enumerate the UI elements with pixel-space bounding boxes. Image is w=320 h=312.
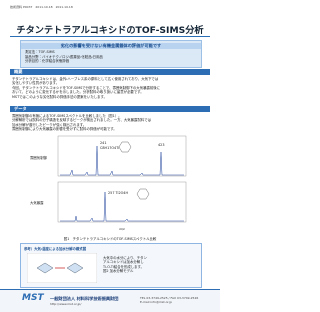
reference-diagram [27, 253, 97, 283]
text-line: おいて、どのように変化するかを示しました。分析試料の取り扱いに留意が必要です。 [12, 90, 144, 95]
contact: TEL 03-3749-2525 / FAX 03-3749-2526 E-ma… [140, 296, 198, 304]
spectrum-label: 大気暴露 [30, 200, 44, 205]
peak-label: 241 [100, 141, 106, 145]
spectrum-line [60, 145, 184, 176]
axis-label: m/z [119, 227, 125, 231]
text-line: 雰囲気制御により大気暴露の影響を受けずに試料の評価が可能です。 [12, 127, 117, 132]
paragraph: チタンテトラアルコキシドは、金外・ハーブレス系の原料として広く使用されており、大… [12, 77, 208, 99]
text-line: MSTではこのような劣化試料の評価手法の提案をいたします。 [12, 94, 107, 99]
peak-label: 257 Ti2O4H [108, 191, 128, 195]
text-line: 分解解析では試料の分子構造を反映するピークが検出されました。一方、大気暴露試料で… [12, 118, 152, 123]
peak-formula: C8H17O4Ti [100, 146, 119, 150]
text-line: 大気中の水分により、チタン [103, 256, 147, 260]
reference-box: 参考）大気・湿度による加水分解の模式図 大気中の水分により、チタン アルコキシド… [20, 243, 202, 288]
summary-line: 分析目的：化学結合状態評価 [25, 59, 70, 63]
structure-sketch [118, 141, 132, 153]
figure-caption: 図1 チタンテトラアルコキシドのTOF-SIMSスペクトル比較 [63, 237, 157, 241]
summary-box: 劣化の影響を受けない有機金属錯体の評価が可能です 測定法：TOF-SIMS 製品… [20, 40, 202, 68]
spectrum-line [60, 191, 184, 222]
summary-headline: 劣化の影響を受けない有機金属錯体の評価が可能です [21, 43, 201, 49]
footer: MST 一般財団法人 材料科学技術振興財団 http://www.mst.or.… [0, 289, 220, 312]
text-line: 今回、チタンテトラアルコキシドをTOF-SIMSで分析することで、雰囲気制御下の… [12, 85, 161, 90]
title: チタンテトラアルコキシドのTOF-SIMS分析 [16, 25, 204, 36]
text-line: Ti-O-Ti結合を形成します。 [103, 264, 144, 269]
plot-frame [57, 135, 187, 177]
email: E-mail info@mst.or.jp [140, 300, 173, 304]
text-line: 図2 加水分解モデル [103, 269, 134, 274]
doc-number: 技術資料 P0037 2011.10.18 2011.10.18 [10, 5, 73, 9]
reference-heading: 参考）大気・湿度による加水分解の模式図 [24, 247, 87, 251]
url: http://www.mst.or.jp/ [50, 302, 82, 306]
phone: TEL 03-3749-2525 / FAX 03-3749-2526 [140, 296, 199, 300]
plot-frame [57, 181, 187, 223]
logo: MST [22, 293, 44, 303]
structure-sketch [136, 188, 150, 200]
reference-text: 大気中の水分により、チタン アルコキシドは加水分解し Ti-O-Ti結合を形成し… [103, 256, 147, 274]
spectrum-figure: 雰囲気制御 大気暴露 241 C8H17O4Ti 423 257 Ti2O4H … [30, 135, 187, 231]
title-rule [10, 36, 210, 37]
text-line: 雰囲気制御の有無によるTOF-SIMSスペクトルを比較しました（図1）。 [12, 114, 122, 118]
text-line: アルコキシドは加水分解し [103, 260, 144, 265]
peak-label: 423 [158, 143, 164, 147]
text-line: 加水分解が進行したピークが強く検出されます。 [12, 122, 87, 127]
text-line: 劣化しやすい性質があります。 [12, 81, 60, 86]
paragraph: 雰囲気制御の有無によるTOF-SIMSスペクトルを比較しました（図1）。 分解解… [12, 114, 208, 132]
spectrum-label: 雰囲気制御 [30, 155, 48, 160]
organization: 一般財団法人 材料科学技術振興財団 [50, 296, 119, 301]
section-heading: データ [10, 106, 210, 112]
summary-line: 測定法：TOF-SIMS [25, 50, 55, 54]
summary-line: 製品分野：バイオテクノロジ・医薬品・化粧品・日用品 [25, 54, 103, 59]
section-heading: 概要 [10, 69, 210, 75]
page: 技術資料 P0037 2011.10.18 2011.10.18 チタンテトラア… [0, 5, 220, 312]
text-line: チタンテトラアルコキシドは、金外・ハーブレス系の原料として広く使用されており、大… [12, 77, 159, 81]
